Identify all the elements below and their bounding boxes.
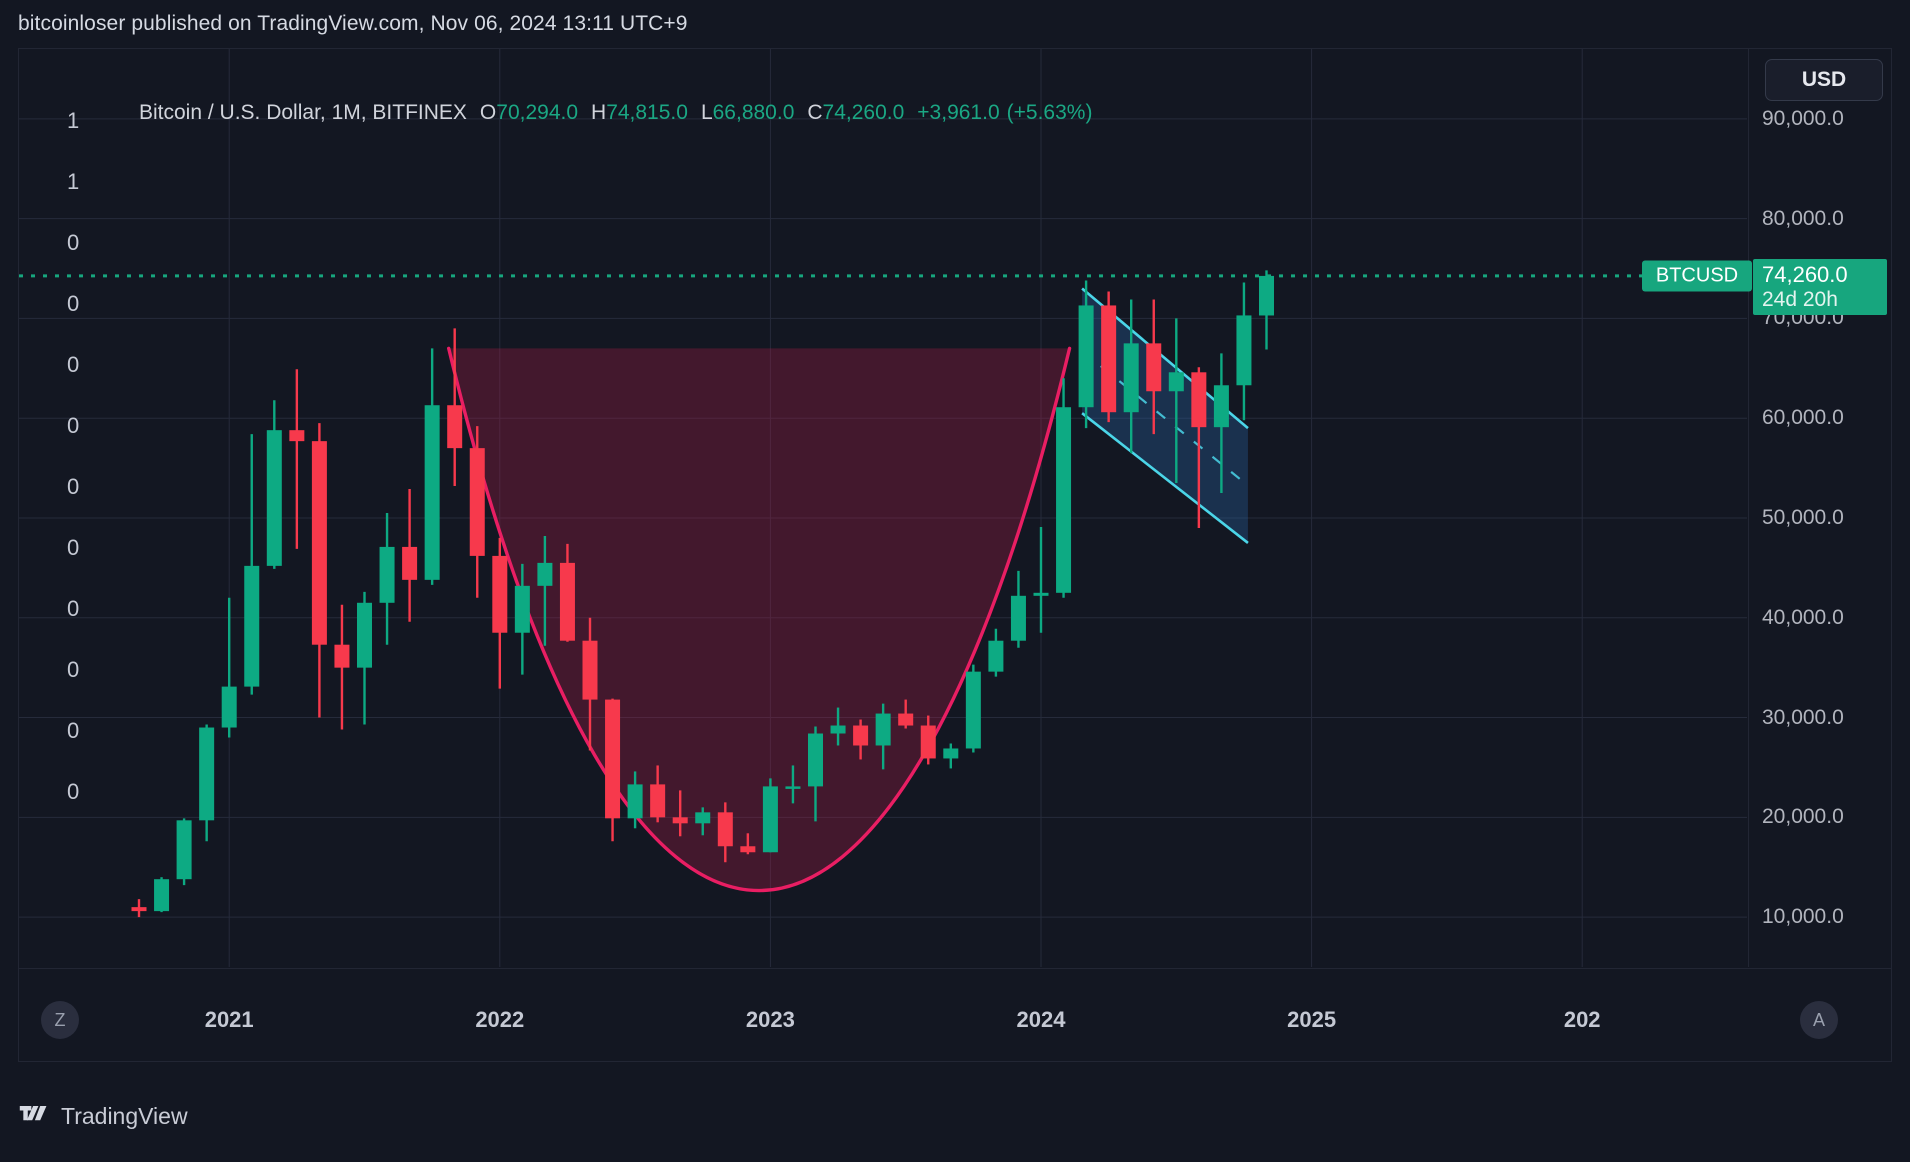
tradingview-brand-text: TradingView	[61, 1102, 188, 1129]
price-axis-label: 90,000.0	[1762, 106, 1844, 130]
time-axis-label: 2025	[1287, 1007, 1337, 1032]
price-axis[interactable]: USD 90,000.0 80,000.0 70,000.0 60,000.0 50,0…	[1748, 49, 1891, 967]
legend-change: +3,961.0	[917, 101, 1000, 124]
legend-high-label: H	[591, 101, 607, 124]
left-truncated-label: 0	[67, 230, 80, 255]
left-truncated-label: 0	[67, 291, 80, 316]
chart-frame: Bitcoin / U.S. Dollar, 1M, BITFINEX O 70…	[18, 48, 1892, 1062]
left-truncated-label: 0	[67, 474, 80, 499]
price-axis-label: 30,000.0	[1762, 705, 1844, 729]
footer-branding: TradingView	[18, 1088, 188, 1144]
legend-symbol: Bitcoin / U.S. Dollar, 1M, BITFINEX	[139, 101, 467, 124]
legend-open-value: 70,294.0	[496, 101, 579, 124]
legend-low-label: L	[700, 101, 713, 124]
tradingview-logo-icon	[18, 1098, 50, 1135]
left-truncated-label: 0	[67, 657, 80, 682]
legend-close-label: C	[807, 101, 823, 124]
time-axis-label: 2021	[204, 1007, 254, 1032]
left-truncated-label: 1	[67, 169, 80, 194]
price-axis-label: 40,000.0	[1762, 605, 1844, 629]
ticker-badge: BTCUSD	[1642, 260, 1752, 292]
price-axis-label: 80,000.0	[1762, 206, 1844, 230]
auto-scale-circle[interactable]: A	[1800, 1001, 1838, 1039]
time-axis-label: 2022	[475, 1007, 525, 1032]
legend-high-value: 74,815.0	[606, 101, 688, 124]
publish-text: bitcoinloser published on TradingView.co…	[18, 12, 688, 35]
time-axis-label: 2023	[745, 1007, 795, 1032]
price-axis-label: 10,000.0	[1762, 905, 1844, 929]
left-truncated-label: 0	[67, 352, 80, 377]
left-truncated-label: 0	[67, 596, 80, 621]
left-truncated-label: 0	[67, 535, 80, 560]
current-price-badge[interactable]: 74,260.0 24d 20h	[1753, 258, 1887, 315]
legend-change-percent: (+5.63%)	[1006, 101, 1093, 124]
current-price-value: 74,260.0	[1762, 261, 1848, 287]
chart-legend[interactable]: Bitcoin / U.S. Dollar, 1M, BITFINEX O 70…	[139, 101, 1092, 125]
chart-canvas	[19, 49, 1747, 967]
legend-open-label: O	[479, 101, 497, 124]
left-truncated-label: 1	[67, 108, 80, 133]
left-truncated-label: 0	[67, 718, 80, 743]
timezone-circle[interactable]: Z	[41, 1001, 79, 1039]
time-axis[interactable]: Z A 2021 2022 2023 2024 2025 202	[19, 968, 1891, 1061]
legend-close-value: 74,260.0	[822, 101, 905, 124]
price-axis-label: 20,000.0	[1762, 805, 1844, 829]
time-axis-label: 2024	[1016, 1007, 1066, 1032]
currency-chip[interactable]: USD	[1765, 59, 1883, 101]
bar-countdown: 24d 20h	[1762, 287, 1838, 311]
price-axis-label: 60,000.0	[1762, 406, 1844, 430]
price-axis-label: 50,000.0	[1762, 505, 1844, 529]
time-axis-label: 202	[1563, 1007, 1601, 1032]
candlestick-series[interactable]	[131, 270, 1275, 918]
publish-header: bitcoinloser published on TradingView.co…	[0, 0, 1910, 48]
left-truncated-label: 0	[67, 779, 80, 804]
legend-low-value: 66,880.0	[712, 101, 795, 124]
rounded-bottom-curve-drawing[interactable]	[447, 346, 1072, 893]
left-truncated-label: 0	[67, 413, 80, 438]
chart-pane[interactable]: Bitcoin / U.S. Dollar, 1M, BITFINEX O 70…	[19, 49, 1747, 967]
